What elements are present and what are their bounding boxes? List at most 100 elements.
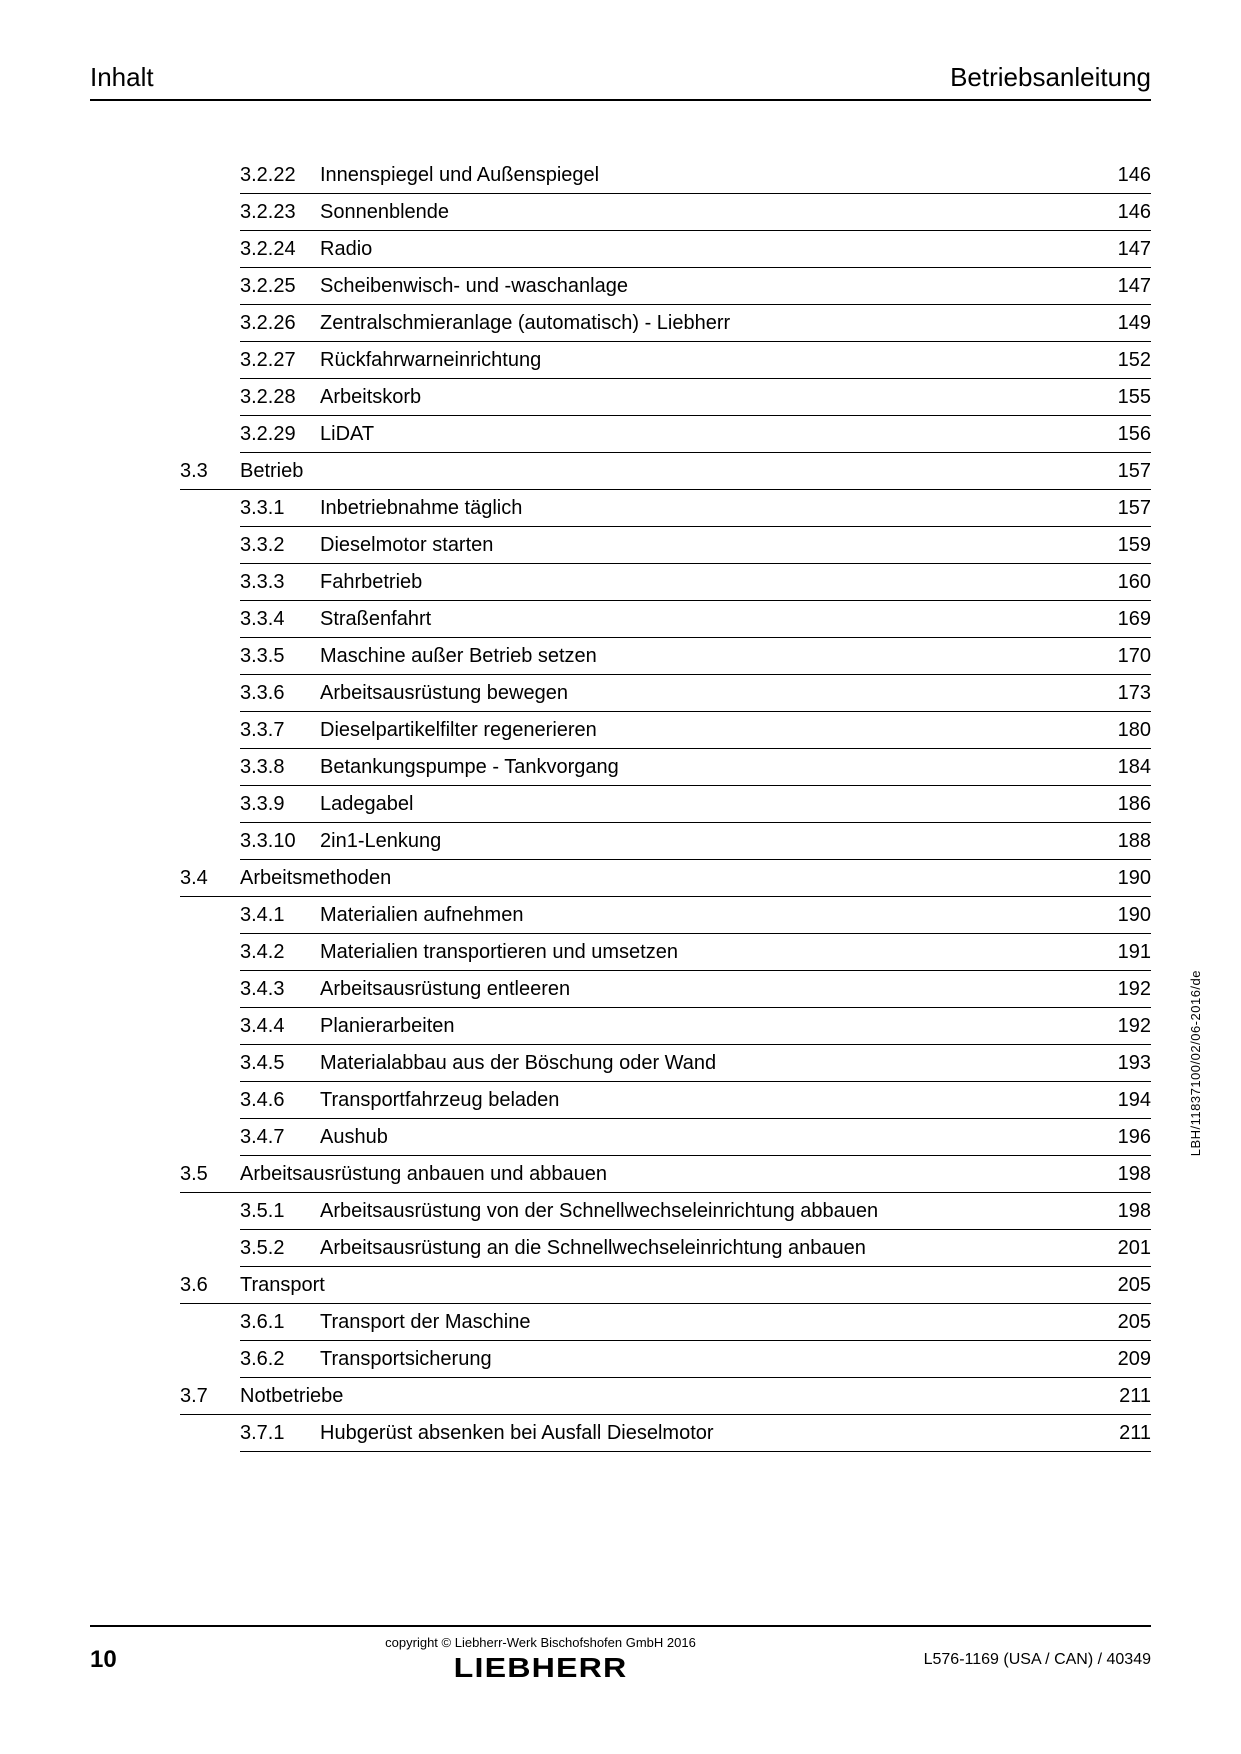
toc-entry-title: Fahrbetrieb: [320, 571, 1091, 594]
toc-entry-title: Arbeitsausrüstung von der Schnellwechsel…: [320, 1200, 1091, 1223]
toc-entry-number: 3.4.5: [240, 1052, 320, 1075]
toc-page-number: 205: [1091, 1311, 1151, 1334]
toc-entry-number: 3.3.8: [240, 756, 320, 779]
toc-entry-number: 3.7.1: [240, 1422, 320, 1445]
toc-entry-title: Materialabbau aus der Böschung oder Wand: [320, 1052, 1091, 1075]
toc-entry-row: 3.2.27Rückfahrwarneinrichtung152: [240, 342, 1151, 379]
toc-entry-row: 3.2.26Zentralschmieranlage (automatisch)…: [240, 305, 1151, 342]
toc-page-number: 147: [1091, 275, 1151, 298]
toc-entry-number: 3.4.3: [240, 978, 320, 1001]
toc-section-number: 3.4: [180, 867, 240, 890]
toc-entry-number: 3.3.10: [240, 830, 320, 853]
document-reference: L576-1169 (USA / CAN) / 40349: [891, 1651, 1151, 1669]
page-number: 10: [90, 1646, 190, 1674]
toc-entry-row: 3.4.2Materialien transportieren und umse…: [240, 934, 1151, 971]
toc-entry-number: 3.2.29: [240, 423, 320, 446]
toc-page-number: 209: [1091, 1348, 1151, 1371]
toc-entry-row: 3.3.3Fahrbetrieb160: [240, 564, 1151, 601]
toc-entry-number: 3.5.1: [240, 1200, 320, 1223]
toc-page-number: 186: [1091, 793, 1151, 816]
toc-entry-title: Rückfahrwarneinrichtung: [320, 349, 1091, 372]
toc-entry-row: 3.6.1Transport der Maschine205: [240, 1304, 1151, 1341]
toc-page-number: 201: [1091, 1237, 1151, 1260]
toc-entry-row: 3.4.5Materialabbau aus der Böschung oder…: [240, 1045, 1151, 1082]
header-right: Betriebsanleitung: [950, 62, 1151, 93]
toc-entry-number: 3.2.22: [240, 164, 320, 187]
toc-entry-title: Dieselpartikelfilter regenerieren: [320, 719, 1091, 742]
toc-entry-row: 3.3.7Dieselpartikelfilter regenerieren18…: [240, 712, 1151, 749]
toc-entry-row: 3.4.4Planierarbeiten192: [240, 1008, 1151, 1045]
toc-entry-number: 3.3.6: [240, 682, 320, 705]
toc-entry-row: 3.3.9Ladegabel186: [240, 786, 1151, 823]
toc-page-number: 152: [1091, 349, 1151, 372]
toc-section-row: 3.5Arbeitsausrüstung anbauen und abbauen…: [180, 1156, 1151, 1193]
toc-entry-row: 3.3.5Maschine außer Betrieb setzen170: [240, 638, 1151, 675]
toc-entry-number: 3.3.4: [240, 608, 320, 631]
toc-section-row: 3.4Arbeitsmethoden190: [180, 860, 1151, 897]
toc-page-number: 146: [1091, 164, 1151, 187]
toc-page-number: 192: [1091, 978, 1151, 1001]
toc-entry-row: 3.3.2Dieselmotor starten159: [240, 527, 1151, 564]
toc-entry-row: 3.2.25Scheibenwisch- und -waschanlage147: [240, 268, 1151, 305]
toc-page-number: 192: [1091, 1015, 1151, 1038]
toc-page-number: 190: [1091, 867, 1151, 890]
toc-entry-title: Straßenfahrt: [320, 608, 1091, 631]
page-container: Inhalt Betriebsanleitung 3.2.22Innenspie…: [0, 0, 1241, 1754]
toc-page-number: 157: [1091, 497, 1151, 520]
toc-page-number: 211: [1091, 1422, 1151, 1445]
toc-section-title: Transport: [240, 1274, 1091, 1297]
toc-page-number: 173: [1091, 682, 1151, 705]
toc-entry-number: 3.4.1: [240, 904, 320, 927]
toc-page-number: 156: [1091, 423, 1151, 446]
toc-section-title: Notbetriebe: [240, 1385, 1091, 1408]
toc-page-number: 184: [1091, 756, 1151, 779]
toc-section-title: Arbeitsausrüstung anbauen und abbauen: [240, 1163, 1091, 1186]
toc-entry-row: 3.4.3Arbeitsausrüstung entleeren192: [240, 971, 1151, 1008]
toc-entry-title: Betankungspumpe - Tankvorgang: [320, 756, 1091, 779]
toc-entry-title: Materialien aufnehmen: [320, 904, 1091, 927]
toc-entry-row: 3.2.28Arbeitskorb155: [240, 379, 1151, 416]
toc-entry-title: Arbeitskorb: [320, 386, 1091, 409]
toc-entry-number: 3.3.9: [240, 793, 320, 816]
toc-page-number: 149: [1091, 312, 1151, 335]
toc-entry-title: Maschine außer Betrieb setzen: [320, 645, 1091, 668]
toc-section-number: 3.5: [180, 1163, 240, 1186]
toc-page-number: 159: [1091, 534, 1151, 557]
toc-entry-title: Transport der Maschine: [320, 1311, 1091, 1334]
toc-entry-number: 3.2.27: [240, 349, 320, 372]
toc-entry-title: Hubgerüst absenken bei Ausfall Dieselmot…: [320, 1422, 1091, 1445]
toc-entry-row: 3.2.22Innenspiegel und Außenspiegel146: [240, 157, 1151, 194]
toc-entry-title: Aushub: [320, 1126, 1091, 1149]
toc-entry-row: 3.3.6Arbeitsausrüstung bewegen173: [240, 675, 1151, 712]
toc-entry-title: LiDAT: [320, 423, 1091, 446]
toc-page-number: 170: [1091, 645, 1151, 668]
toc-entry-number: 3.3.1: [240, 497, 320, 520]
toc-section-number: 3.3: [180, 460, 240, 483]
toc-entry-number: 3.2.24: [240, 238, 320, 261]
toc-section-title: Arbeitsmethoden: [240, 867, 1091, 890]
toc-entry-title: Planierarbeiten: [320, 1015, 1091, 1038]
toc-page-number: 211: [1091, 1385, 1151, 1408]
footer-inner: 10 copyright © Liebherr-Werk Bischofshof…: [90, 1635, 1151, 1684]
toc-entry-number: 3.3.2: [240, 534, 320, 557]
toc-entry-number: 3.2.23: [240, 201, 320, 224]
toc-entry-row: 3.4.6Transportfahrzeug beladen194: [240, 1082, 1151, 1119]
toc-page-number: 205: [1091, 1274, 1151, 1297]
toc-page-number: 147: [1091, 238, 1151, 261]
toc-entry-row: 3.7.1Hubgerüst absenken bei Ausfall Dies…: [240, 1415, 1151, 1452]
toc-page-number: 160: [1091, 571, 1151, 594]
page-header: Inhalt Betriebsanleitung: [90, 62, 1151, 101]
toc-entry-title: Materialien transportieren und umsetzen: [320, 941, 1091, 964]
toc-entry-number: 3.3.5: [240, 645, 320, 668]
toc-entry-row: 3.5.2Arbeitsausrüstung an die Schnellwec…: [240, 1230, 1151, 1267]
toc-section-row: 3.7Notbetriebe211: [180, 1378, 1151, 1415]
toc-page-number: 196: [1091, 1126, 1151, 1149]
toc-entry-row: 3.4.1Materialien aufnehmen190: [240, 897, 1151, 934]
toc-section-row: 3.6Transport205: [180, 1267, 1151, 1304]
liebherr-logo: LIEBHERR: [454, 1652, 628, 1684]
toc-entry-number: 3.2.25: [240, 275, 320, 298]
toc-entry-title: Ladegabel: [320, 793, 1091, 816]
toc-section-row: 3.3Betrieb157: [180, 453, 1151, 490]
toc-entry-title: Zentralschmieranlage (automatisch) - Lie…: [320, 312, 1091, 335]
toc-entry-row: 3.2.29LiDAT156: [240, 416, 1151, 453]
